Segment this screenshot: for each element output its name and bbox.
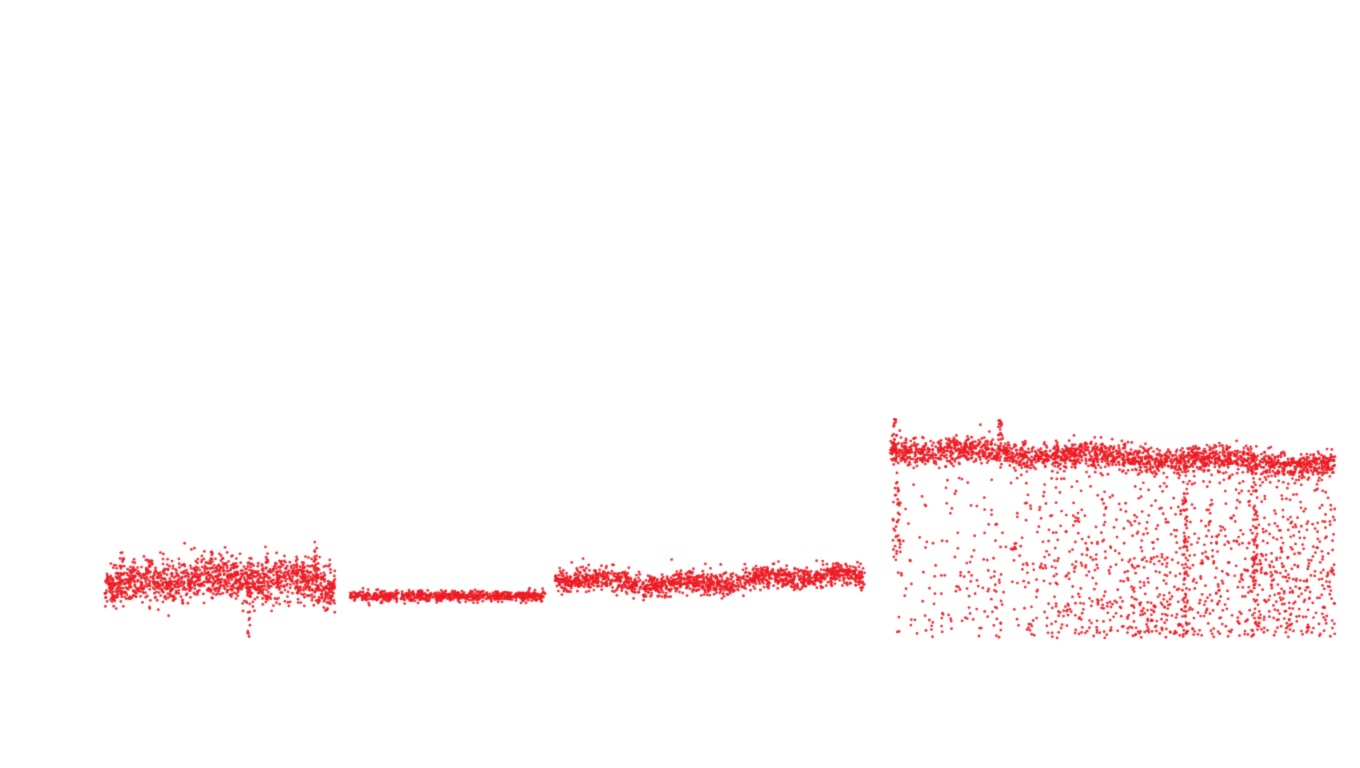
scatter-plot — [0, 0, 1360, 768]
